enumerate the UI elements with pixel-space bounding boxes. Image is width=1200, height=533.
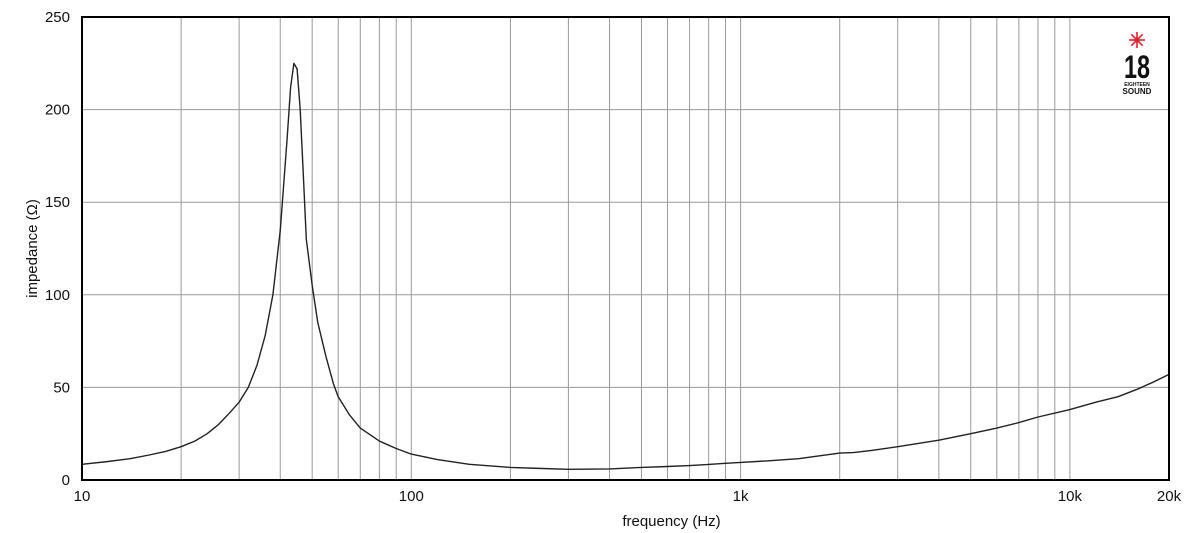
- eighteen-sound-logo: 18 EIGHTEEN SOUND: [1123, 32, 1152, 96]
- x-axis-label: frequency (Hz): [622, 513, 720, 530]
- y-tick-label: 100: [45, 287, 70, 304]
- y-tick-label: 250: [45, 9, 70, 26]
- plot-frame: [81, 16, 1170, 481]
- x-tick-label: 100: [399, 488, 424, 505]
- x-tick-labels: 10 100 1k 10k 20k: [74, 488, 1182, 505]
- x-tick-label: 20k: [1157, 488, 1182, 505]
- y-tick-label: 200: [45, 102, 70, 119]
- star-icon: [1129, 32, 1145, 48]
- logo-line2: SOUND: [1123, 87, 1152, 96]
- y-gridlines: [82, 16, 1169, 481]
- y-tick-labels: 0 50 100 150 200 250: [45, 9, 70, 489]
- logo-line1: EIGHTEEN: [1124, 82, 1150, 88]
- x-tick-label: 10: [74, 488, 91, 505]
- star-center: [1134, 37, 1140, 43]
- x-tick-label: 1k: [733, 488, 749, 505]
- y-tick-label: 50: [53, 379, 70, 396]
- y-tick-label: 150: [45, 194, 70, 211]
- y-tick-label: 0: [62, 472, 70, 489]
- logo-number: 18: [1124, 49, 1150, 85]
- impedance-curve: [81, 62, 1170, 470]
- x-gridlines: [180, 17, 1071, 480]
- x-tick-label: 10k: [1058, 488, 1083, 505]
- y-axis-label: impedance (Ω): [24, 199, 41, 298]
